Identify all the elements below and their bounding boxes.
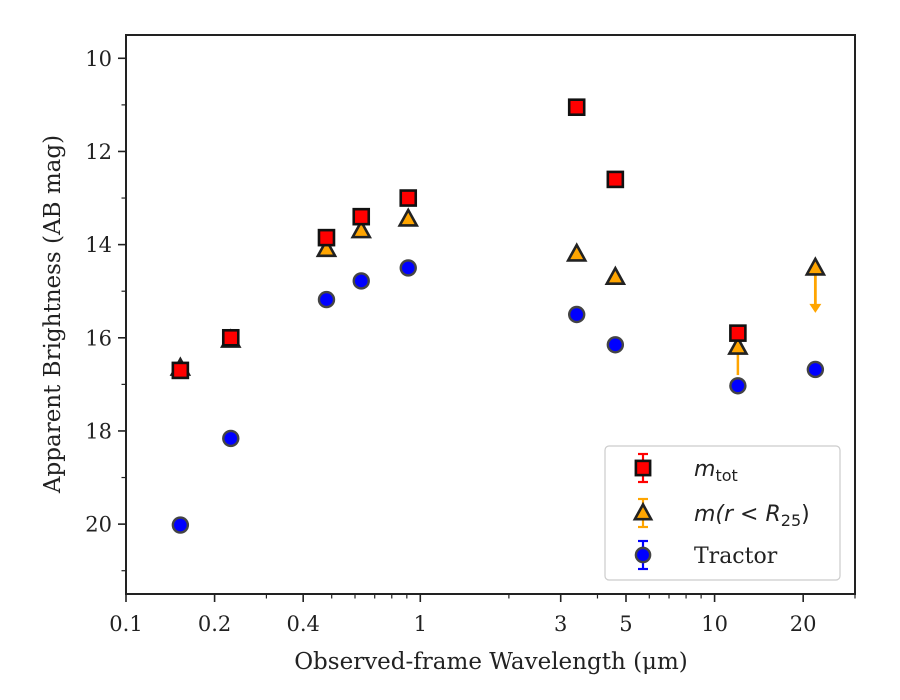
y-axis-label: Apparent Brightness (AB mag) [40,135,66,494]
y-tick-label: 18 [85,419,112,443]
square-point [171,361,190,380]
x-tick-label: 0.1 [109,612,142,636]
legend-label: m(r < R25) [694,502,810,530]
square-point [606,170,625,189]
plot-frame [125,34,856,595]
circle-point [606,336,625,354]
x-tick-label: 20 [790,612,817,636]
legend-marker-circle [634,546,652,564]
x-tick-label: 1 [414,612,427,636]
triangle-point [397,207,419,227]
triangle-point [727,335,749,355]
legend-label: mtot [694,457,738,485]
y-tick-label: 10 [85,47,112,71]
circle-point [568,305,586,324]
square-point [729,324,747,342]
y-tick-label: 14 [85,233,112,257]
x-tick-label: 0.2 [198,612,231,636]
legend-label: Tractor [694,544,778,569]
triangle-point [350,218,372,239]
axis-layer: 0.1 0.2 0.4 1 3 5 10 20 10 12 14 16 18 20 [85,34,856,636]
circle-point [317,290,336,309]
square-point [399,189,418,207]
y-tick-label: 20 [85,513,112,537]
circle-point [171,516,190,534]
square-point [221,328,240,347]
circle-point [399,259,417,277]
upper-limit-arrowhead [809,303,822,313]
circle-point [729,377,747,395]
legend-box [604,445,841,581]
triangle-point [565,242,588,262]
triangle-point [604,265,627,286]
legend-marker-square [634,459,652,477]
legend-marker-triangle [632,501,654,521]
x-tick-label: 0.4 [286,612,319,636]
x-tick-label: 3 [554,612,567,636]
x-tick-label: 5 [619,612,632,636]
y-tick-label: 12 [85,140,112,164]
plot-layer [169,98,827,534]
square-point [567,98,586,117]
circle-point [352,272,370,290]
circle-point [806,360,825,379]
x-tick-label: 10 [701,612,728,636]
triangle-point [315,237,338,258]
circle-point [222,429,240,448]
square-point [317,228,336,247]
legend: mtot m(r < R25) Tractor [604,445,841,581]
y-tick-label: 16 [85,326,112,350]
x-axis-label: Observed-frame Wavelength (μm) [294,649,688,675]
square-point [352,207,371,226]
triangle-point [804,256,827,276]
